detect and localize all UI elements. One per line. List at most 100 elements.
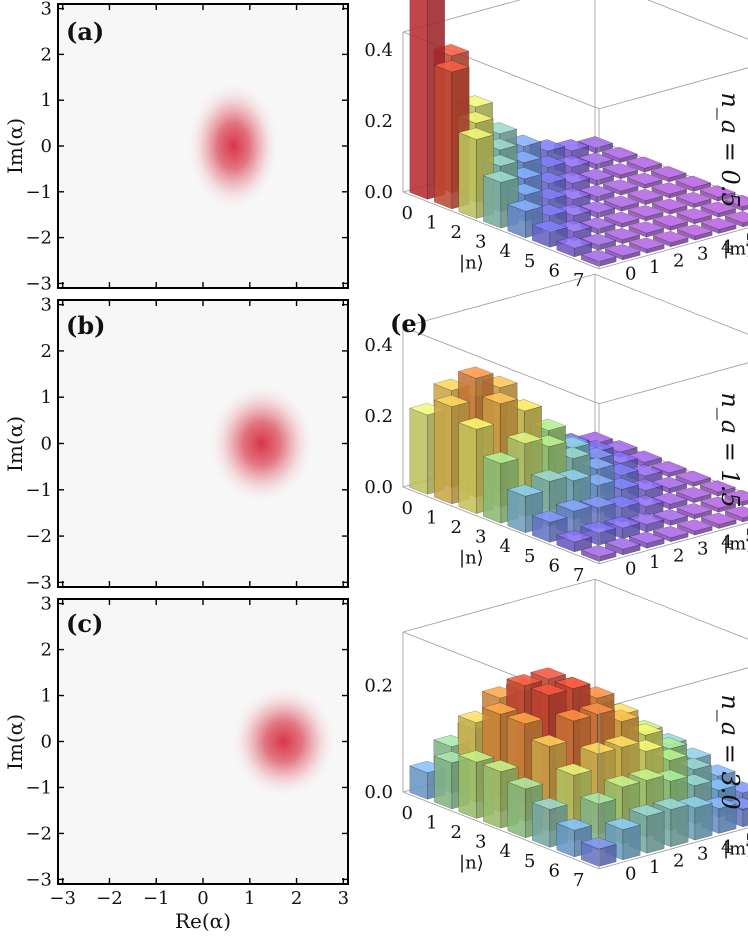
- bar-face: [700, 217, 737, 230]
- bar-face: [626, 156, 663, 169]
- bar-face: [603, 195, 640, 208]
- bar-face: [507, 781, 526, 839]
- bar-face: [531, 510, 568, 523]
- m-tick-label: 0: [625, 264, 636, 285]
- bar-n7-m6: [724, 211, 748, 228]
- bar-face: [603, 735, 640, 748]
- bar-face: [506, 712, 543, 725]
- bar-face: [555, 499, 592, 512]
- bar-face: [531, 734, 568, 747]
- wigner-heatmap-c: (c) Im(α) −3 −2 −1 0 1 2 3 −3 −2 −1 0 1 2 3 Re(α): [3, 594, 349, 933]
- tick-labels: 01234567012345670.00.20.4|n⟩|m⟩: [364, 40, 748, 291]
- bar-face: [603, 495, 640, 508]
- bar-face: [577, 431, 614, 444]
- bar-n6-m3: [628, 221, 665, 238]
- n-tick-label: 0: [402, 498, 413, 519]
- bar-face: [579, 200, 616, 214]
- bar-face: [507, 199, 544, 212]
- bar-face: [627, 188, 664, 201]
- bar-face: [554, 171, 591, 184]
- wigner-peak: [186, 80, 281, 212]
- bar-face: [742, 516, 748, 523]
- n-axis-label: |n⟩: [459, 548, 484, 569]
- box-edge: [402, 486, 600, 565]
- bar-face: [531, 797, 568, 810]
- y-ticks: −3 −2 −1 0 1 2 3: [25, 295, 348, 593]
- y-tick-label: −2: [25, 526, 52, 547]
- bar-n4-m4: [603, 195, 640, 212]
- bar-face: [628, 512, 665, 525]
- bar-face: [531, 220, 568, 233]
- bar-face: [700, 796, 737, 809]
- axes-box-front: [402, 403, 748, 565]
- bar-face: [604, 516, 641, 529]
- bar-face: [556, 530, 593, 543]
- bar-face: [627, 478, 664, 491]
- bar-face: [652, 230, 689, 243]
- box-edge: [594, 273, 748, 335]
- bar-face: [651, 198, 688, 211]
- bar-face: [724, 489, 748, 502]
- bar-n6-m4: [652, 214, 689, 231]
- box-edge: [598, 827, 748, 870]
- bar-face: [530, 683, 567, 696]
- bar-face: [670, 804, 689, 848]
- bar-n7-m1: [604, 817, 641, 861]
- bar-face: [699, 480, 736, 493]
- bar-n5-m7: [699, 185, 736, 202]
- z-tick-label: 0.2: [364, 406, 393, 427]
- y-tick-label: −2: [25, 228, 52, 249]
- bar-face: [694, 802, 713, 841]
- bar-n7-m6: [724, 506, 748, 523]
- tick-labels: 01234567012345670.00.20.4|n⟩|m⟩: [364, 335, 748, 586]
- bar-n6-m0: [556, 236, 593, 258]
- bar-face: [530, 667, 567, 680]
- bar-n3-m6: [626, 172, 663, 189]
- wigner-heatmap-a: (a) Im(α) −3 −2 −1 0 1 2 3: [3, 0, 349, 294]
- bar-face: [652, 769, 689, 782]
- bar-face: [651, 182, 688, 195]
- bar-face: [603, 211, 640, 224]
- bar-face: [434, 755, 453, 810]
- bar-face: [555, 203, 592, 217]
- m-tick-label: 4: [721, 837, 732, 858]
- bar-face: [458, 127, 495, 140]
- tick-labels: 01234567012345670.00.2|n⟩|m⟩: [364, 675, 748, 891]
- bar-face: [700, 512, 737, 525]
- bar-face: [650, 166, 687, 179]
- density-matrix-bars-1-5: 01234567012345670.00.20.4|n⟩|m⟩ (e) n_a …: [364, 273, 748, 586]
- bar-n5-m5: [651, 198, 688, 215]
- bar-face: [482, 702, 519, 715]
- bar-face: [458, 750, 495, 763]
- y-tick-label: 0: [41, 732, 52, 753]
- n-tick-label: 0: [402, 203, 413, 224]
- n-tick-label: 3: [475, 832, 486, 853]
- bar-n5-m0: [531, 220, 568, 248]
- bar-face: [724, 211, 748, 224]
- bar-face: [580, 792, 617, 805]
- n-tick-label: 7: [573, 565, 584, 586]
- bar-face: [652, 214, 689, 227]
- bar-face: [628, 804, 665, 817]
- y-tick-label: −3: [25, 869, 52, 890]
- z-tick-label: 0.0: [364, 477, 393, 498]
- y-tick-label: 2: [41, 44, 52, 65]
- bar-face: [628, 237, 665, 250]
- box-edge: [598, 227, 748, 270]
- m-tick-label: 4: [721, 237, 732, 258]
- y-axis-label: Im(α): [3, 714, 27, 770]
- m-tick-label: 2: [673, 545, 684, 566]
- box-edge: [402, 191, 600, 270]
- n-tick-label: 7: [573, 270, 584, 291]
- bar-n7-m2: [628, 531, 665, 549]
- bar-face: [483, 456, 502, 524]
- box-edge: [598, 67, 748, 110]
- bar-face: [742, 499, 748, 507]
- y-tick-label: 1: [41, 686, 52, 707]
- bar-face: [724, 797, 748, 810]
- bar-face: [555, 763, 592, 776]
- bar-n4-m3: [579, 200, 616, 219]
- bar-n7-m4: [676, 224, 713, 241]
- y-tick-label: −3: [25, 572, 52, 593]
- bar-face: [555, 709, 592, 722]
